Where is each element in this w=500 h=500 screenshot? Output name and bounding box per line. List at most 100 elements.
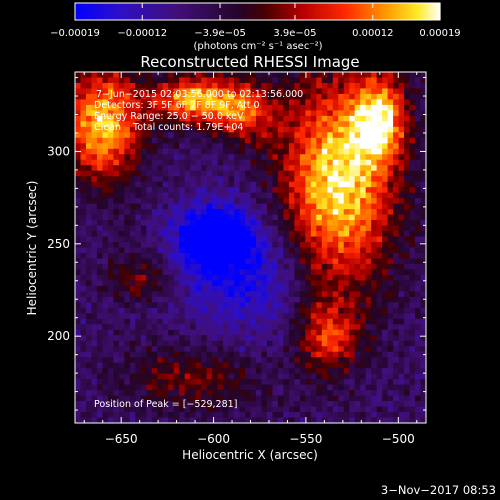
heatmap-cell	[415, 137, 422, 144]
heatmap-cell	[299, 395, 306, 402]
heatmap-cell	[118, 390, 125, 397]
heatmap-cell	[129, 137, 136, 144]
heatmap-cell	[91, 231, 98, 238]
heatmap-cell	[321, 384, 328, 391]
colorbar-swatch	[160, 3, 164, 20]
heatmap-cell	[195, 318, 202, 325]
heatmap-cell	[409, 137, 416, 144]
heatmap-cell	[376, 274, 383, 281]
heatmap-cell	[415, 362, 422, 369]
heatmap-cell	[206, 198, 213, 205]
heatmap-cell	[118, 357, 125, 364]
heatmap-cell	[288, 148, 295, 155]
heatmap-cell	[107, 132, 114, 139]
heatmap-cell	[234, 203, 241, 210]
heatmap-cell	[195, 110, 202, 117]
heatmap-cell	[135, 417, 142, 424]
heatmap-cell	[420, 225, 427, 232]
heatmap-cell	[305, 225, 312, 232]
heatmap-cell	[206, 368, 213, 375]
heatmap-cell	[75, 225, 81, 232]
heatmap-cell	[332, 373, 339, 380]
heatmap-cell	[129, 291, 136, 298]
heatmap-cell	[75, 121, 81, 128]
colorbar-swatch	[150, 3, 154, 20]
heatmap-cell	[234, 187, 241, 194]
colorbar-swatch	[167, 3, 171, 20]
heatmap-cell	[250, 379, 257, 386]
heatmap-cell	[398, 110, 405, 117]
heatmap-cell	[305, 357, 312, 364]
heatmap-cell	[382, 110, 389, 117]
heatmap-cell	[415, 132, 422, 139]
heatmap-cell	[365, 263, 372, 270]
heatmap-cell	[102, 247, 109, 254]
heatmap-cell	[338, 187, 345, 194]
heatmap-cell	[261, 263, 268, 270]
heatmap-cell	[266, 329, 273, 336]
heatmap-cell	[327, 296, 334, 303]
heatmap-cell	[239, 148, 246, 155]
heatmap-cell	[124, 258, 131, 265]
heatmap-cell	[146, 72, 153, 78]
heatmap-cell	[102, 384, 109, 391]
heatmap-cell	[124, 252, 131, 259]
heatmap-cell	[75, 313, 81, 320]
heatmap-cell	[360, 313, 367, 320]
heatmap-cell	[283, 406, 290, 413]
heatmap-cell	[113, 209, 120, 216]
heatmap-cell	[223, 93, 230, 100]
heatmap-cell	[129, 307, 136, 314]
heatmap-cell	[190, 252, 197, 259]
heatmap-cell	[316, 269, 323, 276]
heatmap-cell	[343, 412, 350, 419]
colorbar-swatch	[427, 3, 431, 20]
heatmap-cell	[212, 220, 219, 227]
heatmap-cell	[294, 126, 301, 133]
colorbar-swatch	[317, 3, 321, 20]
heatmap-cell	[223, 258, 230, 265]
heatmap-cell	[354, 176, 361, 183]
colorbar-swatch	[392, 3, 396, 20]
heatmap-cell	[371, 318, 378, 325]
heatmap-cell	[91, 313, 98, 320]
heatmap-cell	[409, 214, 416, 221]
heatmap-cell	[228, 269, 235, 276]
heatmap-cell	[190, 143, 197, 150]
heatmap-cell	[201, 373, 208, 380]
heatmap-cell	[321, 225, 328, 232]
heatmap-cell	[288, 247, 295, 254]
heatmap-cell	[316, 384, 323, 391]
heatmap-cell	[305, 126, 312, 133]
heatmap-cell	[376, 231, 383, 238]
heatmap-cell	[201, 401, 208, 408]
heatmap-cell	[179, 291, 186, 298]
heatmap-cell	[162, 225, 169, 232]
heatmap-cell	[179, 373, 186, 380]
heatmap-cell	[96, 231, 103, 238]
heatmap-cell	[277, 274, 284, 281]
heatmap-cell	[113, 318, 120, 325]
heatmap-cell	[91, 181, 98, 188]
heatmap-cell	[135, 274, 142, 281]
heatmap-cell	[283, 165, 290, 172]
heatmap-cell	[206, 269, 213, 276]
heatmap-cell	[360, 99, 367, 106]
heatmap-cell	[338, 170, 345, 177]
heatmap-cell	[162, 274, 169, 281]
heatmap-cell	[146, 296, 153, 303]
heatmap-cell	[190, 159, 197, 166]
heatmap-cell	[404, 384, 411, 391]
heatmap-cell	[206, 263, 213, 270]
heatmap-cell	[223, 313, 230, 320]
heatmap-cell	[135, 209, 142, 216]
heatmap-cell	[239, 143, 246, 150]
heatmap-cell	[151, 110, 158, 117]
heatmap-cell	[420, 192, 427, 199]
heatmap-cell	[409, 384, 416, 391]
heatmap-cell	[228, 401, 235, 408]
heatmap-cell	[135, 357, 142, 364]
heatmap-cell	[201, 417, 208, 424]
heatmap-cell	[75, 291, 81, 298]
heatmap-cell	[415, 77, 422, 84]
